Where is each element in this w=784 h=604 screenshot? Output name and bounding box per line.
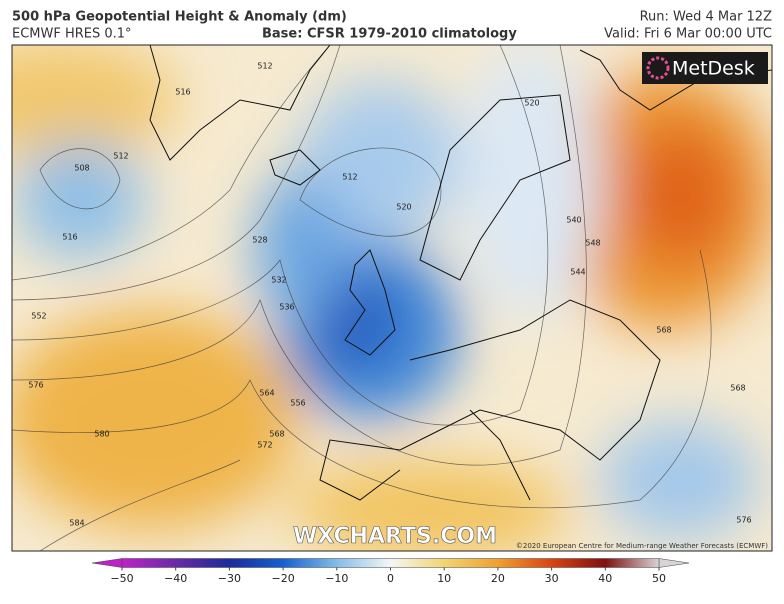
contour-label: 548	[585, 239, 600, 248]
contour-label: 564	[259, 389, 274, 398]
contour-label: 516	[175, 88, 190, 97]
contour-label: 532	[271, 276, 286, 285]
contour-label: 580	[94, 430, 109, 439]
run: Run: Wed 4 Mar 12Z	[640, 10, 773, 25]
contour-label: 552	[31, 312, 46, 321]
colorbar-max-arrow	[658, 558, 690, 568]
colorbar-tick-label: −40	[164, 572, 187, 585]
logo: MetDesk	[672, 58, 755, 80]
colorbar-tick-label: 40	[598, 572, 612, 585]
colorbar-tick-label: −30	[218, 572, 241, 585]
valid: Valid: Fri 6 Mar 00:00 UTC	[604, 27, 772, 42]
watermark: WXCHARTS.COM	[293, 524, 497, 549]
contour-label: 576	[736, 516, 751, 525]
colorbar: −50 −40 −30 −20 −10 0 10 20 30 40 50	[91, 558, 690, 585]
contour-label: 544	[570, 268, 585, 277]
map-frame	[11, 44, 773, 552]
colorbar-tick-label: 10	[437, 572, 451, 585]
title: 500 hPa Geopotential Height & Anomaly (d…	[12, 10, 347, 25]
contour-label: 512	[113, 152, 128, 161]
contour-label: 540	[566, 216, 581, 225]
map: 508 512 516 512 516 512 520 528 532 536 …	[12, 45, 772, 551]
contour-label: 512	[342, 173, 357, 182]
contour-label: 568	[730, 384, 745, 393]
contour-label: 568	[656, 326, 671, 335]
colorbar-tick-label: −50	[110, 572, 133, 585]
contour-label: 536	[279, 303, 294, 312]
colorbar-tick-label: 20	[491, 572, 505, 585]
contour-label: 508	[74, 164, 89, 173]
contour-label: 556	[290, 399, 305, 408]
colorbar-tick-label: 30	[545, 572, 559, 585]
contour-label: 572	[257, 441, 272, 450]
contour-label: 584	[69, 519, 84, 528]
colorbar-tick-label: −10	[325, 572, 348, 585]
colorbar-tick-label: −20	[271, 572, 294, 585]
colorbar-bar	[121, 558, 660, 568]
contour-label: 520	[396, 203, 411, 212]
contour-label: 516	[62, 233, 77, 242]
colorbar-min-arrow	[91, 558, 123, 568]
contour-label: 520	[524, 99, 539, 108]
colorbar-tick-label: 50	[652, 572, 666, 585]
contour-label: 576	[28, 381, 43, 390]
contour-label: 528	[252, 236, 267, 245]
model: ECMWF HRES 0.1°	[12, 27, 132, 42]
copyright: ©2020 European Centre for Medium-range W…	[516, 542, 768, 550]
contour-label: 512	[257, 62, 272, 71]
colorbar-tick-label: 0	[387, 572, 394, 585]
contour-label: 568	[269, 430, 284, 439]
logo-box	[642, 52, 768, 84]
base: Base: CFSR 1979-2010 climatology	[262, 27, 517, 42]
logo-icon	[646, 56, 670, 80]
